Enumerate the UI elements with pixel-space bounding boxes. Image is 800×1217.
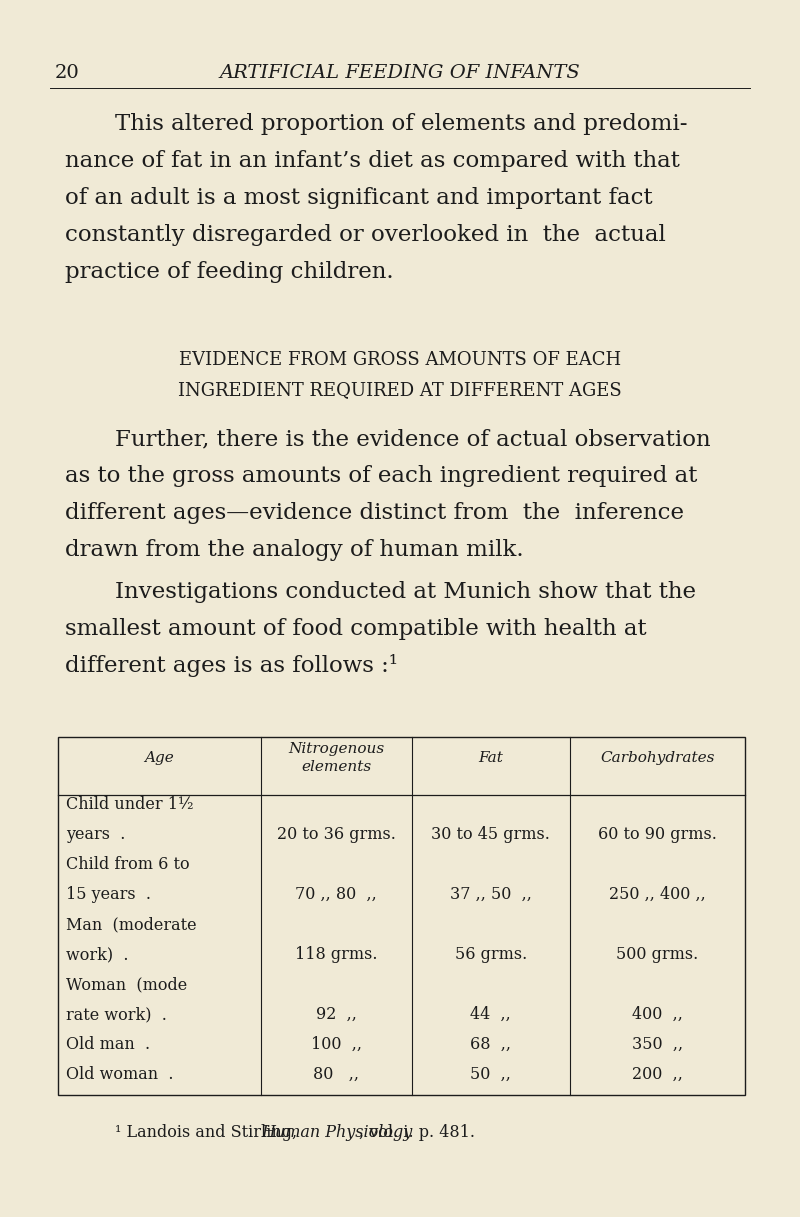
Text: 60 to 90 grms.: 60 to 90 grms. — [598, 826, 717, 843]
Text: 350  ,,: 350 ,, — [632, 1036, 683, 1053]
Text: 118 grms.: 118 grms. — [295, 946, 378, 963]
Text: Further, there is the evidence of actual observation: Further, there is the evidence of actual… — [115, 428, 710, 450]
Text: Old man  .: Old man . — [66, 1036, 150, 1053]
Text: 200  ,,: 200 ,, — [632, 1066, 683, 1083]
Text: 56 grms.: 56 grms. — [454, 946, 527, 963]
Text: 80   ,,: 80 ,, — [314, 1066, 359, 1083]
Text: 500 grms.: 500 grms. — [616, 946, 698, 963]
Text: 37 ,, 50  ,,: 37 ,, 50 ,, — [450, 886, 532, 903]
Text: 68  ,,: 68 ,, — [470, 1036, 511, 1053]
Text: rate work)  .: rate work) . — [66, 1006, 167, 1023]
Text: 250 ,, 400 ,,: 250 ,, 400 ,, — [609, 886, 706, 903]
Text: ¹ Landois and Stirling,: ¹ Landois and Stirling, — [115, 1125, 302, 1142]
Text: Fat: Fat — [478, 751, 503, 765]
Text: Investigations conducted at Munich show that the: Investigations conducted at Munich show … — [115, 581, 696, 602]
Text: 50  ,,: 50 ,, — [470, 1066, 511, 1083]
Text: 100  ,,: 100 ,, — [310, 1036, 362, 1053]
Text: 400  ,,: 400 ,, — [632, 1006, 683, 1023]
Text: Child from 6 to: Child from 6 to — [66, 856, 190, 873]
Text: different ages—evidence distinct from  the  inference: different ages—evidence distinct from th… — [65, 501, 684, 525]
Text: years  .: years . — [66, 826, 126, 843]
Text: drawn from the analogy of human milk.: drawn from the analogy of human milk. — [65, 539, 524, 561]
Text: Human Physiology: Human Physiology — [262, 1125, 413, 1142]
Bar — [58, 738, 745, 1095]
Text: practice of feeding children.: practice of feeding children. — [65, 260, 394, 284]
Text: Woman  (mode: Woman (mode — [66, 976, 187, 993]
Text: Nitrogenous: Nitrogenous — [288, 742, 384, 756]
Text: 20: 20 — [55, 65, 80, 82]
Text: different ages is as follows :¹: different ages is as follows :¹ — [65, 654, 398, 677]
Text: 44  ,,: 44 ,, — [470, 1006, 511, 1023]
Text: 70 ,, 80  ,,: 70 ,, 80 ,, — [295, 886, 377, 903]
Text: 15 years  .: 15 years . — [66, 886, 151, 903]
Text: of an adult is a most significant and important fact: of an adult is a most significant and im… — [65, 187, 653, 209]
Text: , vol. i. p. 481.: , vol. i. p. 481. — [359, 1125, 475, 1142]
Text: Age: Age — [145, 751, 174, 765]
Text: nance of fat in an infant’s diet as compared with that: nance of fat in an infant’s diet as comp… — [65, 150, 680, 172]
Text: Old woman  .: Old woman . — [66, 1066, 174, 1083]
Text: constantly disregarded or overlooked in  the  actual: constantly disregarded or overlooked in … — [65, 224, 666, 246]
Text: as to the gross amounts of each ingredient required at: as to the gross amounts of each ingredie… — [65, 465, 698, 487]
Text: Carbohydrates: Carbohydrates — [600, 751, 714, 765]
Text: ARTIFICIAL FEEDING OF INFANTS: ARTIFICIAL FEEDING OF INFANTS — [220, 65, 580, 82]
Text: 30 to 45 grms.: 30 to 45 grms. — [431, 826, 550, 843]
Text: Child under 1½: Child under 1½ — [66, 796, 194, 813]
Text: 92  ,,: 92 ,, — [316, 1006, 357, 1023]
Text: Man  (moderate: Man (moderate — [66, 916, 197, 933]
Text: This altered proportion of elements and predomi-: This altered proportion of elements and … — [115, 113, 687, 135]
Text: 20 to 36 grms.: 20 to 36 grms. — [277, 826, 396, 843]
Text: INGREDIENT REQUIRED AT DIFFERENT AGES: INGREDIENT REQUIRED AT DIFFERENT AGES — [178, 381, 622, 399]
Text: EVIDENCE FROM GROSS AMOUNTS OF EACH: EVIDENCE FROM GROSS AMOUNTS OF EACH — [179, 350, 621, 369]
Text: elements: elements — [301, 759, 371, 774]
Text: smallest amount of food compatible with health at: smallest amount of food compatible with … — [65, 618, 646, 640]
Text: work)  .: work) . — [66, 946, 129, 963]
